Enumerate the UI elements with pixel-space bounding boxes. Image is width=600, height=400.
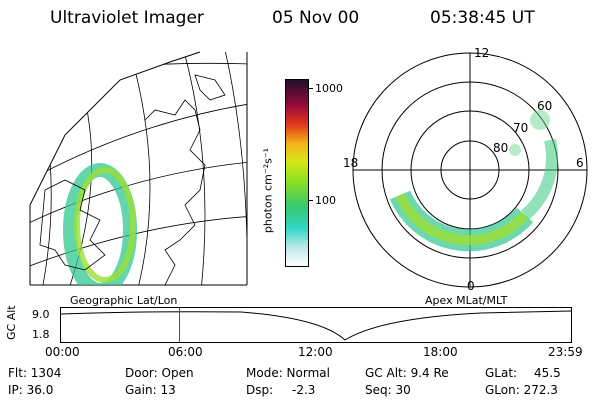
colorbar bbox=[285, 79, 309, 267]
date-label: 05 Nov 00 bbox=[272, 8, 360, 28]
colorbar-unit-label: photon cm⁻²s⁻¹ bbox=[261, 147, 275, 234]
mlat-label-70: 70 bbox=[513, 121, 528, 135]
glat-label: GLat: bbox=[485, 366, 518, 380]
current-time-marker bbox=[179, 308, 180, 342]
mlat-label-80: 80 bbox=[493, 141, 508, 155]
mlt-label-12: 12 bbox=[474, 46, 489, 60]
timeline-axis-label: GC Alt bbox=[5, 305, 18, 340]
colorbar-tick-1000 bbox=[308, 88, 313, 89]
timeline-ytick-1-8: 1.8 bbox=[32, 328, 50, 341]
timeline-panel bbox=[60, 307, 572, 343]
geographic-map bbox=[29, 51, 248, 286]
timeline-xtick-1800: 18:00 bbox=[423, 345, 458, 359]
dsp-value: -2.3 bbox=[292, 383, 316, 397]
flt-value: Flt: 1304 bbox=[8, 366, 62, 380]
instrument-title: Ultraviolet Imager bbox=[50, 8, 204, 28]
map-grid bbox=[30, 52, 247, 285]
dsp-label: Dsp: bbox=[246, 383, 274, 397]
map-boundary bbox=[29, 51, 201, 285]
glat-value: 45.5 bbox=[534, 366, 561, 380]
colorbar-tick-100 bbox=[308, 200, 313, 201]
geo-map-caption: Geographic Lat/Lon bbox=[70, 294, 178, 307]
colorbar-tick-label-100: 100 bbox=[315, 194, 336, 207]
mlt-label-18: 18 bbox=[343, 156, 358, 170]
mode-value: Mode: Normal bbox=[246, 366, 330, 380]
polar-plot: 12 18 6 0 60 70 80 bbox=[343, 46, 588, 293]
door-status: Door: Open bbox=[125, 366, 194, 380]
glon-value: GLon: 272.3 bbox=[485, 383, 558, 397]
timeline-ytick-9: 9.0 bbox=[32, 308, 50, 321]
mlt-label-0: 0 bbox=[467, 279, 475, 293]
seq-value: Seq: 30 bbox=[365, 383, 411, 397]
altitude-curve bbox=[61, 310, 571, 341]
ip-value: IP: 36.0 bbox=[8, 383, 54, 397]
timeline-xtick-1200: 12:00 bbox=[298, 345, 333, 359]
timeline-xtick-0600: 06:00 bbox=[168, 345, 203, 359]
timeline-xtick-2359: 23:59 bbox=[548, 345, 583, 359]
polar-plot-caption: Apex MLat/MLT bbox=[425, 294, 508, 307]
colorbar-tick-label-1000: 1000 bbox=[315, 82, 343, 95]
gain-value: Gain: 13 bbox=[125, 383, 176, 397]
timeline-xtick-0000: 00:00 bbox=[45, 345, 80, 359]
time-label: 05:38:45 UT bbox=[430, 8, 535, 28]
gc-alt-value: GC Alt: 9.4 Re bbox=[365, 366, 449, 380]
mlat-label-60: 60 bbox=[537, 99, 552, 113]
mlt-label-6: 6 bbox=[576, 156, 584, 170]
